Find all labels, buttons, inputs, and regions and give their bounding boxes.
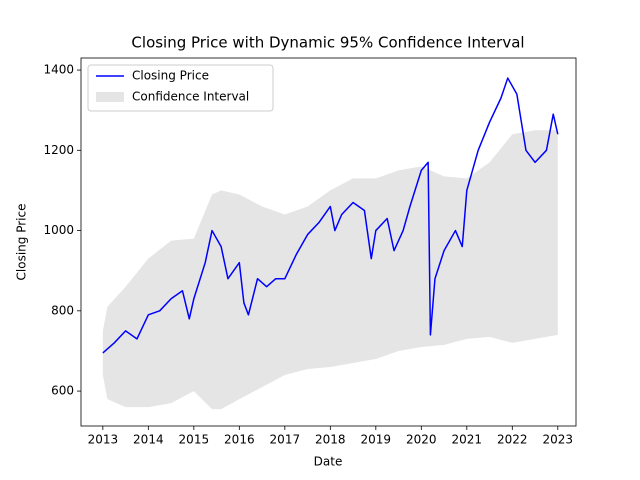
- x-tick-label: 2015: [179, 433, 210, 447]
- x-tick-label: 2019: [361, 433, 392, 447]
- x-tick-label: 2014: [133, 433, 164, 447]
- x-tick-label: 2022: [497, 433, 528, 447]
- y-tick-label: 1000: [43, 223, 74, 237]
- x-axis-label: Date: [314, 455, 343, 469]
- y-axis-label: Closing Price: [15, 204, 29, 281]
- confidence-band: [102, 130, 558, 410]
- x-tick-label: 2018: [315, 433, 346, 447]
- y-tick-label: 1400: [43, 63, 74, 77]
- chart-title: Closing Price with Dynamic 95% Confidenc…: [131, 34, 524, 52]
- legend-box: [87, 64, 274, 112]
- x-tick-label: 2021: [452, 433, 483, 447]
- price-line: [102, 77, 559, 354]
- y-tick-label: 600: [51, 384, 74, 398]
- x-tick-label: 2023: [543, 433, 574, 447]
- legend-label: Closing Price: [132, 69, 209, 83]
- plot-frame: [80, 57, 577, 427]
- x-tick-label: 2016: [224, 433, 255, 447]
- y-tick-label: 1200: [43, 143, 74, 157]
- x-tick-label: 2013: [88, 433, 119, 447]
- legend-band-swatch: [96, 92, 124, 102]
- legend-label: Confidence Interval: [132, 90, 249, 104]
- y-tick-label: 800: [51, 303, 74, 317]
- x-tick-label: 2020: [406, 433, 437, 447]
- x-tick-label: 2017: [270, 433, 301, 447]
